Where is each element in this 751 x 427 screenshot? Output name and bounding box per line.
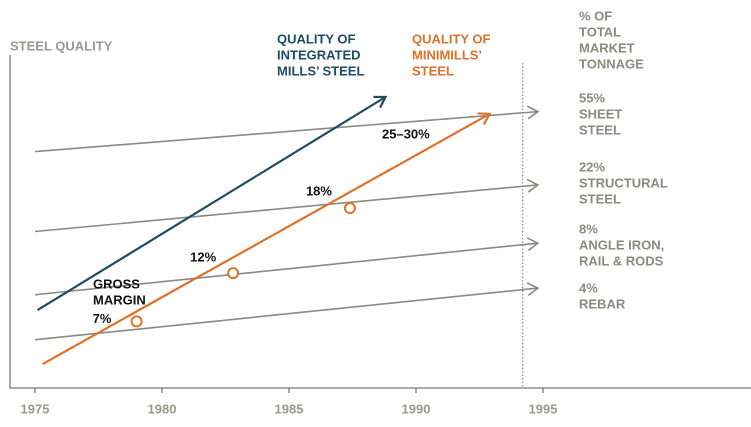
margin-label: 12% <box>190 250 216 265</box>
end-label: 25–30% <box>382 126 430 141</box>
tier-share: 55% <box>579 90 605 105</box>
series-title: STEEL <box>412 63 454 78</box>
series-title: MILLS’ STEEL <box>277 63 364 78</box>
tier-line <box>34 242 539 296</box>
series-title: MINIMILLS’ <box>412 47 482 62</box>
tier-name: STEEL <box>579 191 621 206</box>
tier-share: 4% <box>579 280 598 295</box>
tier-name: ANGLE IRON, <box>579 237 664 252</box>
series-line-head <box>373 95 388 109</box>
tier-line <box>34 184 538 233</box>
margin-label: 7% <box>93 311 112 326</box>
margin-point <box>227 267 240 280</box>
legend-title: % OF <box>579 8 612 23</box>
series-line <box>42 112 491 365</box>
tier-name: SHEET <box>579 106 622 121</box>
series-title: INTEGRATED <box>277 47 361 62</box>
legend-title: TOTAL <box>579 24 621 39</box>
tier-line-head <box>526 237 540 252</box>
series-title: QUALITY OF <box>412 31 491 46</box>
tier-line <box>34 287 539 341</box>
tier-share: 22% <box>579 159 605 174</box>
tier-line-head <box>526 105 540 120</box>
tier-name: STEEL <box>579 122 621 137</box>
margin-label: 18% <box>306 184 332 199</box>
x-tick-label: 1980 <box>148 401 177 416</box>
x-tick-label: 1985 <box>275 401 304 416</box>
x-tick-label: 1990 <box>402 401 431 416</box>
margin-point <box>130 315 143 328</box>
x-tick-label: 1995 <box>529 401 558 416</box>
series-line-head <box>477 112 492 125</box>
margin-point <box>343 202 356 215</box>
tier-line-head <box>526 178 540 193</box>
series-title: QUALITY OF <box>277 31 356 46</box>
tier-line <box>34 110 538 153</box>
tier-line-head <box>526 282 540 297</box>
margin-note: GROSS <box>93 276 140 291</box>
tier-share: 8% <box>579 221 598 236</box>
x-tick-label: 1975 <box>21 401 50 416</box>
y-axis-label: STEEL QUALITY <box>10 38 113 53</box>
series-line <box>36 96 387 312</box>
tier-name: STRUCTURAL <box>579 175 668 190</box>
margin-note: MARGIN <box>93 292 146 307</box>
tier-name: REBAR <box>579 296 626 311</box>
legend-title: TONNAGE <box>579 56 644 71</box>
legend-title: MARKET <box>579 40 635 55</box>
tier-name: RAIL & RODS <box>579 253 664 268</box>
